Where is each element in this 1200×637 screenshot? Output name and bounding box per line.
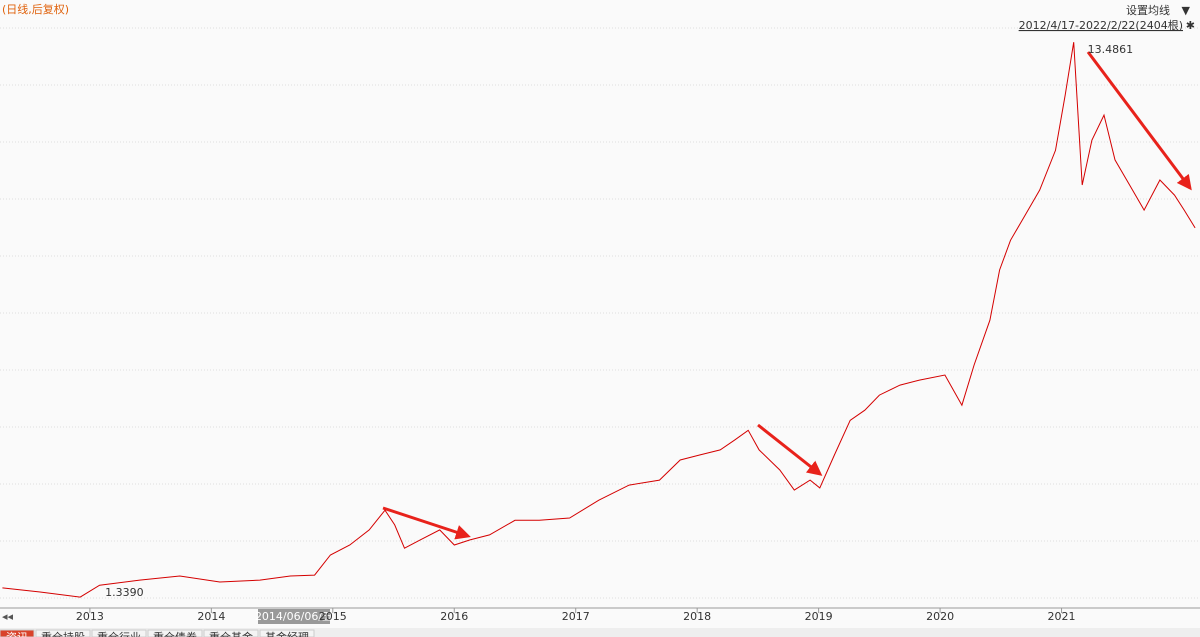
tab[interactable] [35,629,91,637]
tab-label[interactable]: 重仓行业 [97,630,141,637]
tab-label[interactable]: 重仓基金 [209,630,253,637]
date-range[interactable]: 2012/4/17-2022/2/22(2404根) [1019,18,1183,32]
extreme-label: 13.4861 [1088,43,1134,56]
tab-label[interactable]: 重仓债券 [153,630,197,637]
plot-bg [0,0,1200,608]
ma-setting[interactable]: 设置均线 [1126,3,1170,17]
tabs: 资讯 重仓持股 重仓行业 重仓债券 重仓基金 基金经理 [0,629,315,637]
tab-label[interactable]: 资讯 [6,631,28,637]
price-line [2,42,1196,598]
tab-bar [0,628,1200,637]
x-tick-label: 2021 [1048,610,1076,623]
tab[interactable] [147,629,203,637]
tab[interactable] [203,629,259,637]
tab[interactable] [91,629,147,637]
tab[interactable] [0,629,35,637]
pin[interactable]: ✱ [1186,19,1195,32]
x-tick-label: 2016 [440,610,468,623]
tab-label[interactable]: 基金经理 [265,630,309,637]
x-tick-label: 2013 [76,610,104,623]
x-tick-label: 2019 [805,610,833,623]
cursor-box [258,609,330,624]
scroll-left[interactable]: ◂◂ [2,610,14,623]
x-tick-label: 2020 [926,610,954,623]
tab-label[interactable]: 重仓持股 [41,630,85,637]
chart-mode: (日线,后复权) [2,2,69,16]
arrows [382,51,1192,540]
grid [0,27,1200,599]
x-tick-label: 2014 [197,610,225,623]
cursor-label: 2014/06/06/五 [255,610,333,623]
dropdown-arrow[interactable]: ▼ [1182,4,1191,17]
x-tick-label: 2018 [683,610,711,623]
x-tick-label: 2015 [319,610,347,623]
tab[interactable] [259,629,315,637]
extreme-label: 1.3390 [105,586,144,599]
x-tick-label: 2017 [562,610,590,623]
